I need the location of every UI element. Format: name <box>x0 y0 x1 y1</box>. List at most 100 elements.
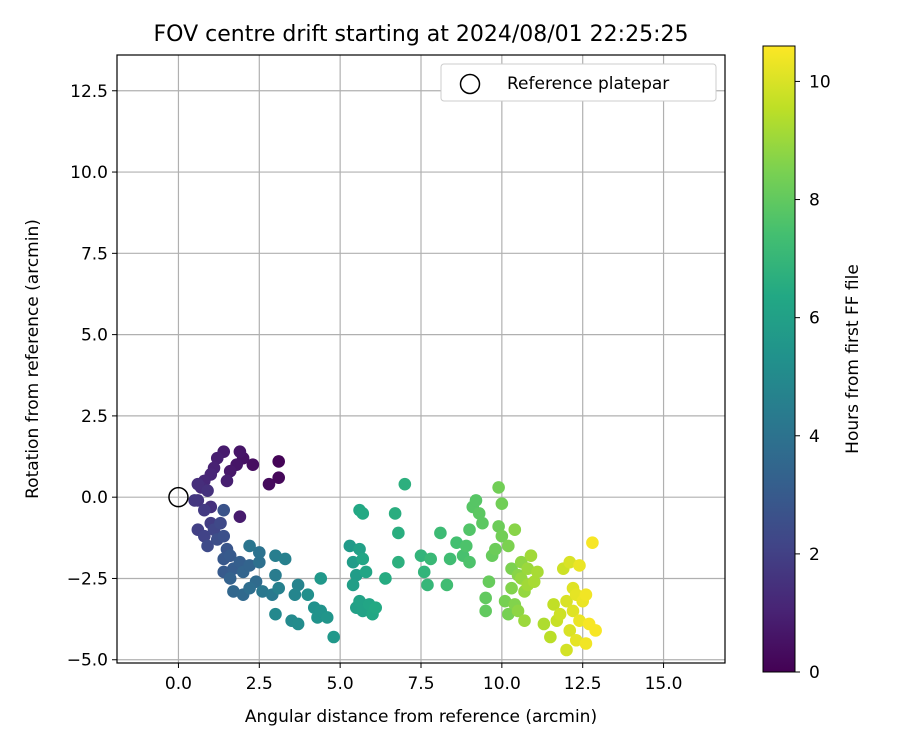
scatter-point <box>243 539 256 553</box>
y-tick-label: 12.5 <box>70 82 108 102</box>
scatter-point <box>417 565 431 579</box>
scatter-point <box>243 559 256 572</box>
scatter-point <box>252 546 266 559</box>
colorbar-tick-label: 6 <box>809 309 820 329</box>
scatter-point <box>489 542 502 556</box>
y-tick-label: −2.5 <box>67 569 108 589</box>
scatter-point <box>269 607 282 621</box>
y-tick-label: 0.0 <box>81 488 108 508</box>
scatter-point <box>492 520 505 533</box>
scatter-point <box>272 471 286 484</box>
legend-label: Reference platepar <box>507 74 669 94</box>
scatter-point <box>589 624 602 637</box>
reference-platepar-marker <box>168 486 189 508</box>
scatter-point <box>495 529 509 543</box>
scatter-point <box>392 526 405 540</box>
scatter-point <box>502 539 515 553</box>
scatter-point <box>233 510 247 523</box>
x-tick-label: 7.5 <box>407 674 434 694</box>
scatter-point <box>223 464 237 478</box>
scatter-point <box>278 552 292 566</box>
colorbar-label: Hours from first FF file <box>843 264 863 454</box>
scatter-point <box>440 578 454 592</box>
colorbar-tick-label: 2 <box>809 545 820 565</box>
scatter-point <box>573 614 586 628</box>
scatter-point <box>518 614 531 628</box>
scatter-point <box>398 477 412 491</box>
y-tick-label: 5.0 <box>81 326 108 346</box>
x-tick-label: 15.0 <box>645 674 683 694</box>
scatter-point <box>459 539 473 553</box>
scatter-point <box>188 494 201 507</box>
scatter-point <box>210 451 224 465</box>
scatter-point <box>560 594 573 608</box>
data-points <box>168 445 602 657</box>
scatter-point <box>233 555 247 569</box>
scatter-point <box>320 611 334 624</box>
scatter-point <box>463 555 476 569</box>
scatter-point <box>217 503 231 517</box>
legend-marker-open-circle-icon <box>459 73 481 95</box>
scatter-point <box>327 630 340 644</box>
scatter-point <box>256 585 269 598</box>
y-tick-label: −5.0 <box>67 651 108 671</box>
scatter-point <box>434 526 447 540</box>
scatter-point <box>369 601 383 615</box>
scatter-point <box>272 455 286 468</box>
scatter-point <box>388 507 402 520</box>
x-tick-label: 10.0 <box>483 674 521 694</box>
scatter-point <box>476 516 489 530</box>
scatter-point <box>527 575 541 589</box>
legend-box <box>440 63 717 102</box>
scatter-point <box>214 516 227 530</box>
y-axis-label: Rotation from reference (arcmin) <box>23 219 43 499</box>
scatter-point <box>505 581 518 595</box>
scatter-point <box>291 617 305 631</box>
scatter-point <box>217 529 231 543</box>
scatter-point <box>547 598 560 611</box>
scatter-point <box>586 536 599 550</box>
scatter-point <box>359 565 373 579</box>
scatter-point <box>537 617 551 631</box>
scatter-point <box>269 568 282 582</box>
scatter-point <box>560 643 573 657</box>
y-tick-label: 2.5 <box>81 407 108 427</box>
scatter-point <box>472 507 486 520</box>
colorbar-tick-label: 0 <box>809 663 820 683</box>
scatter-point <box>479 591 492 605</box>
x-axis-label: Angular distance from reference (arcmin) <box>245 707 597 727</box>
colorbar-ticks: 0 2 4 6 8 10 <box>795 72 831 683</box>
scatter-point <box>346 555 360 569</box>
scatter-point <box>227 585 240 598</box>
x-tick-label: 5.0 <box>327 674 354 694</box>
scatter-point <box>353 594 366 608</box>
x-tick-label: 12.5 <box>564 674 602 694</box>
scatter-point <box>502 607 515 621</box>
scatter-point <box>414 549 428 563</box>
colorbar-tick-label: 4 <box>809 427 820 447</box>
scatter-point <box>563 624 577 637</box>
scatter-point <box>392 555 405 569</box>
scatter-point <box>563 555 577 569</box>
scatter-point <box>443 552 457 566</box>
scatter-point <box>379 572 392 585</box>
scatter-point <box>450 536 463 550</box>
scatter-point <box>243 581 256 595</box>
scatter-point <box>356 552 370 566</box>
scatter-point <box>262 477 276 491</box>
scatter-point <box>356 507 370 520</box>
scatter-point <box>579 637 593 650</box>
scatter-point <box>246 458 260 471</box>
y-axis-ticks: 12.5 10.0 7.5 5.0 2.5 0.0 −2.5 −5.0 <box>67 82 117 671</box>
scatter-point <box>421 578 434 592</box>
scatter-point <box>201 484 214 497</box>
scatter-point <box>469 494 483 507</box>
scatter-point <box>223 572 237 585</box>
scatter-point <box>201 539 214 553</box>
scatter-point <box>573 559 586 572</box>
scatter-point <box>531 565 544 579</box>
scatter-point <box>424 552 438 566</box>
grid <box>117 55 725 663</box>
x-axis-ticks: 0.0 2.5 5.0 7.5 10.0 12.5 15.0 <box>165 663 683 694</box>
colorbar-tick-label: 8 <box>809 191 820 211</box>
